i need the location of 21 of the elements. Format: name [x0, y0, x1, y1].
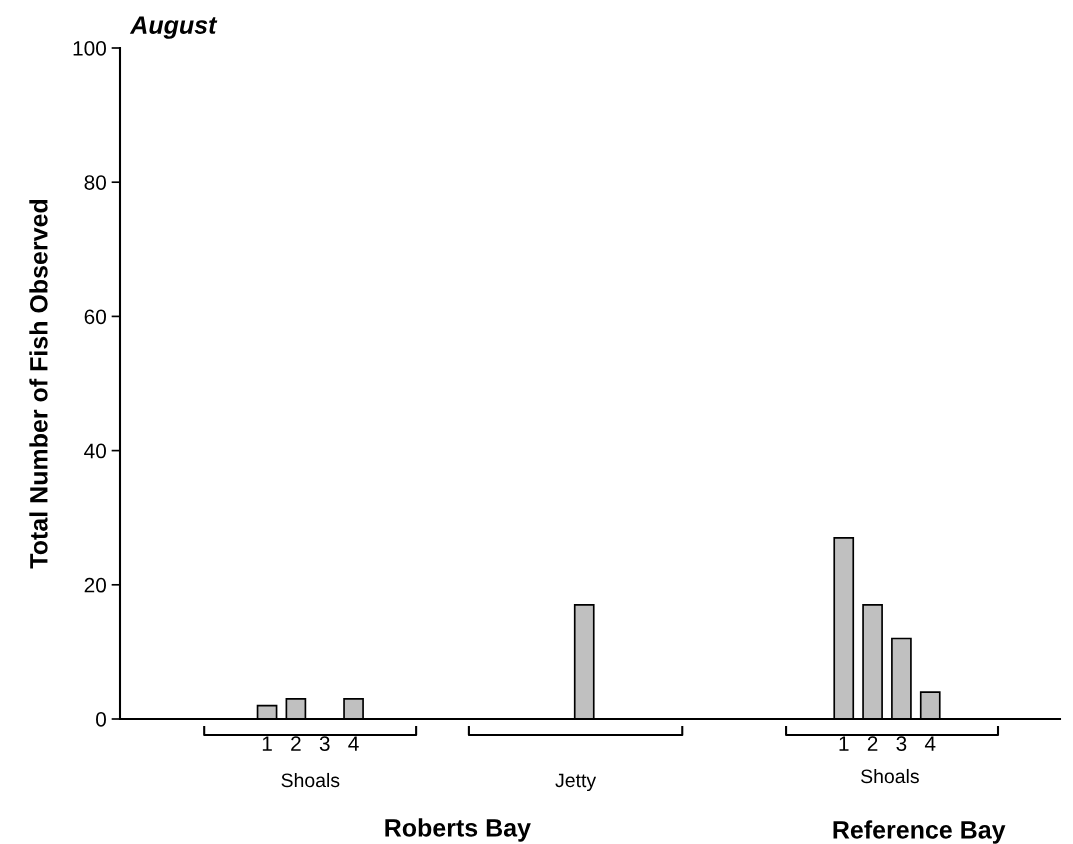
- text: Shoals: [861, 768, 919, 784]
- x-tick-label: 4: [924, 736, 936, 751]
- text: Roberts Bay: [385, 818, 531, 842]
- y-tick-label: 20: [84, 577, 106, 593]
- y-tick-label: 80: [84, 175, 106, 190]
- x-tick-label: 1: [839, 736, 849, 751]
- x-tick-label: 1: [262, 736, 272, 751]
- x-tick-label: 2: [291, 736, 301, 751]
- chart-title: August: [129, 16, 218, 39]
- y-tick-label: 0: [96, 712, 106, 727]
- text: Jetty: [555, 773, 597, 792]
- y-axis-title: Total Number of Fish Observed: [29, 199, 48, 569]
- x-tick-label: 4: [348, 736, 359, 751]
- text: Shoals: [281, 772, 340, 788]
- y-tick-label: 100: [73, 41, 106, 56]
- y-tick-label: 40: [84, 443, 106, 459]
- y-tick-label: 60: [84, 309, 106, 325]
- x-tick-label: 2: [867, 736, 878, 751]
- text: Reference Bay: [833, 820, 1006, 844]
- x-tick-label: 3: [896, 736, 907, 751]
- x-tick-label: 3: [319, 736, 330, 751]
